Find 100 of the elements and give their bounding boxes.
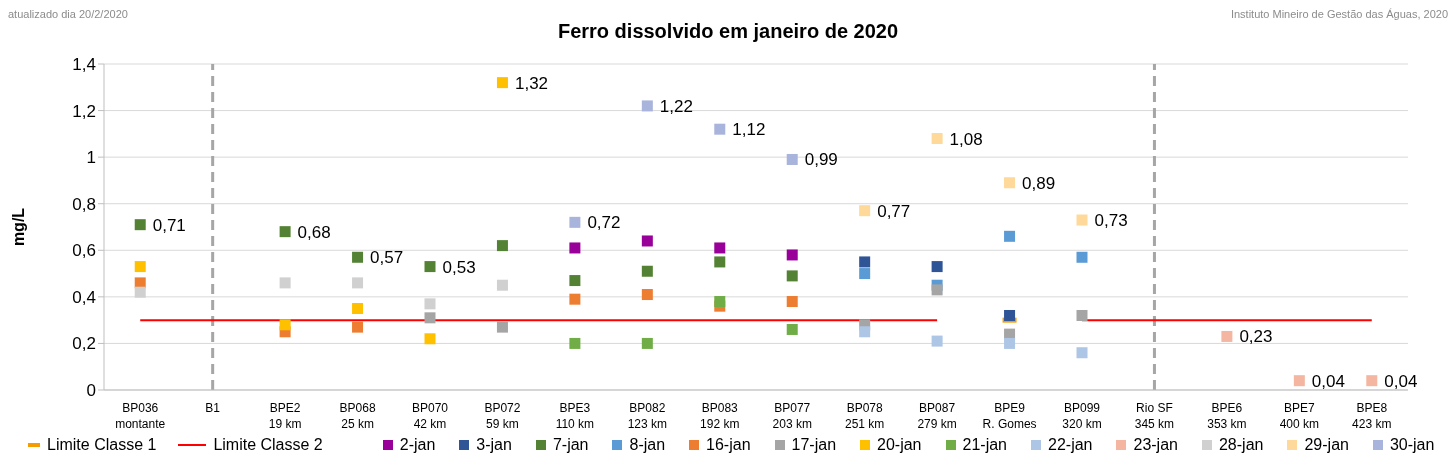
point — [352, 251, 364, 263]
point — [641, 235, 653, 247]
point — [786, 270, 798, 282]
point — [424, 333, 436, 345]
point — [714, 296, 726, 308]
point — [569, 337, 581, 349]
x-tick-label: BP099 320 km — [1062, 401, 1102, 431]
point — [496, 77, 508, 89]
point — [1004, 177, 1016, 189]
x-tick-label: BP068 25 km — [339, 401, 376, 431]
point — [931, 133, 943, 145]
point — [496, 279, 508, 291]
point — [931, 284, 943, 296]
x-tick-label: Rio SF 345 km — [1134, 401, 1175, 431]
x-tick-label: BPE6 353 km — [1207, 401, 1247, 431]
point — [352, 303, 364, 314]
point — [569, 275, 581, 287]
point — [279, 277, 291, 289]
data-label: 1,22 — [659, 96, 693, 116]
point — [1004, 230, 1016, 242]
text: atualizado dia 20/2/2020 — [8, 8, 128, 22]
data-label: 0,04 — [1311, 371, 1345, 391]
x-tick-label: BP072 59 km — [484, 401, 521, 431]
point — [134, 286, 146, 298]
legend-label: 28-jan — [1218, 436, 1264, 454]
point — [786, 153, 798, 165]
y-tick-label: 0,4 — [72, 287, 96, 307]
data-label: 1,32 — [514, 73, 549, 93]
point — [1221, 330, 1233, 342]
point — [714, 242, 726, 254]
point — [859, 205, 871, 217]
chart-title: Ferro dissolvido em janeiro de 2020 — [556, 20, 900, 44]
data-label: 1,12 — [732, 120, 766, 140]
legend-label: 3-jan — [476, 436, 512, 454]
point — [641, 289, 653, 301]
point — [134, 261, 146, 273]
legend-label: 8-jan — [629, 436, 666, 454]
point — [641, 265, 653, 277]
point — [786, 296, 798, 308]
point — [786, 323, 798, 335]
legend-label: 22-jan — [1048, 436, 1093, 454]
x-tick-label: BPE2 19 km — [268, 401, 302, 431]
legend-label: 20-jan — [877, 436, 922, 454]
y-tick-label: 1,2 — [72, 101, 96, 121]
data-label: 0,73 — [1094, 211, 1128, 231]
x-tick-label: B1 — [205, 401, 221, 415]
data-label: 0,23 — [1239, 327, 1273, 347]
legend-label: 29-jan — [1304, 436, 1349, 454]
y-tick-label: 0,6 — [72, 241, 96, 261]
point — [1004, 337, 1016, 349]
point — [569, 242, 581, 254]
point — [714, 123, 726, 135]
data-label: 1,08 — [949, 129, 983, 149]
legend-label: Limite Classe 2 — [213, 436, 323, 454]
y-tick-label: 0,8 — [72, 194, 96, 214]
y-tick-label: 0 — [86, 381, 96, 401]
y-tick-label: 1 — [86, 148, 96, 168]
x-tick-label: BPE3 110 km — [555, 401, 595, 431]
legend-label: 21-jan — [962, 436, 1007, 454]
point — [352, 277, 364, 289]
y-tick-label: 1,4 — [72, 55, 96, 75]
x-tick-label: BPE9 R. Gomes — [982, 401, 1037, 431]
point — [1004, 309, 1016, 321]
legend-label: 23-jan — [1133, 436, 1178, 454]
data-label: 0,71 — [152, 215, 186, 235]
y-axis-title: mg/L — [9, 207, 27, 247]
legend-label: 16-jan — [706, 436, 751, 454]
point — [859, 268, 871, 280]
x-tick-label: BPE8 423 km — [1352, 401, 1392, 431]
point — [859, 256, 871, 268]
x-tick-label: BP070 42 km — [411, 401, 449, 431]
data-label: 0,77 — [877, 201, 911, 221]
x-tick-label: BP078 251 km — [844, 401, 885, 431]
point — [279, 319, 291, 331]
x-tick-label: BP036 montante — [115, 401, 166, 431]
point — [424, 312, 436, 324]
point — [1293, 375, 1305, 387]
legend-label: 2-jan — [399, 436, 436, 454]
point — [496, 321, 508, 333]
point — [569, 293, 581, 305]
x-tick-label: BP083 192 km — [700, 401, 740, 431]
y-tick-label: 0,2 — [72, 334, 96, 354]
x-tick-label: BPE7 400 km — [1279, 401, 1320, 431]
data-label: 0,99 — [804, 150, 838, 170]
data-label: 0,57 — [370, 248, 404, 268]
point — [641, 337, 653, 349]
data-label: 0,89 — [1022, 173, 1056, 193]
text: Instituto Mineiro de Gestão das Águas, 2020 — [1230, 8, 1448, 22]
point — [1076, 347, 1088, 359]
point — [1076, 214, 1088, 226]
point — [424, 298, 436, 310]
legend-label: 7-jan — [552, 436, 589, 454]
data-label: 0,72 — [587, 213, 621, 233]
legend-label: 30-jan — [1389, 436, 1435, 454]
point — [1076, 309, 1088, 321]
point — [352, 321, 364, 333]
x-tick-label: BP087 279 km — [917, 401, 957, 431]
data-label: 0,68 — [297, 222, 331, 242]
data-label: 0,04 — [1384, 371, 1418, 391]
x-tick-label: BP077 203 km — [772, 401, 812, 431]
